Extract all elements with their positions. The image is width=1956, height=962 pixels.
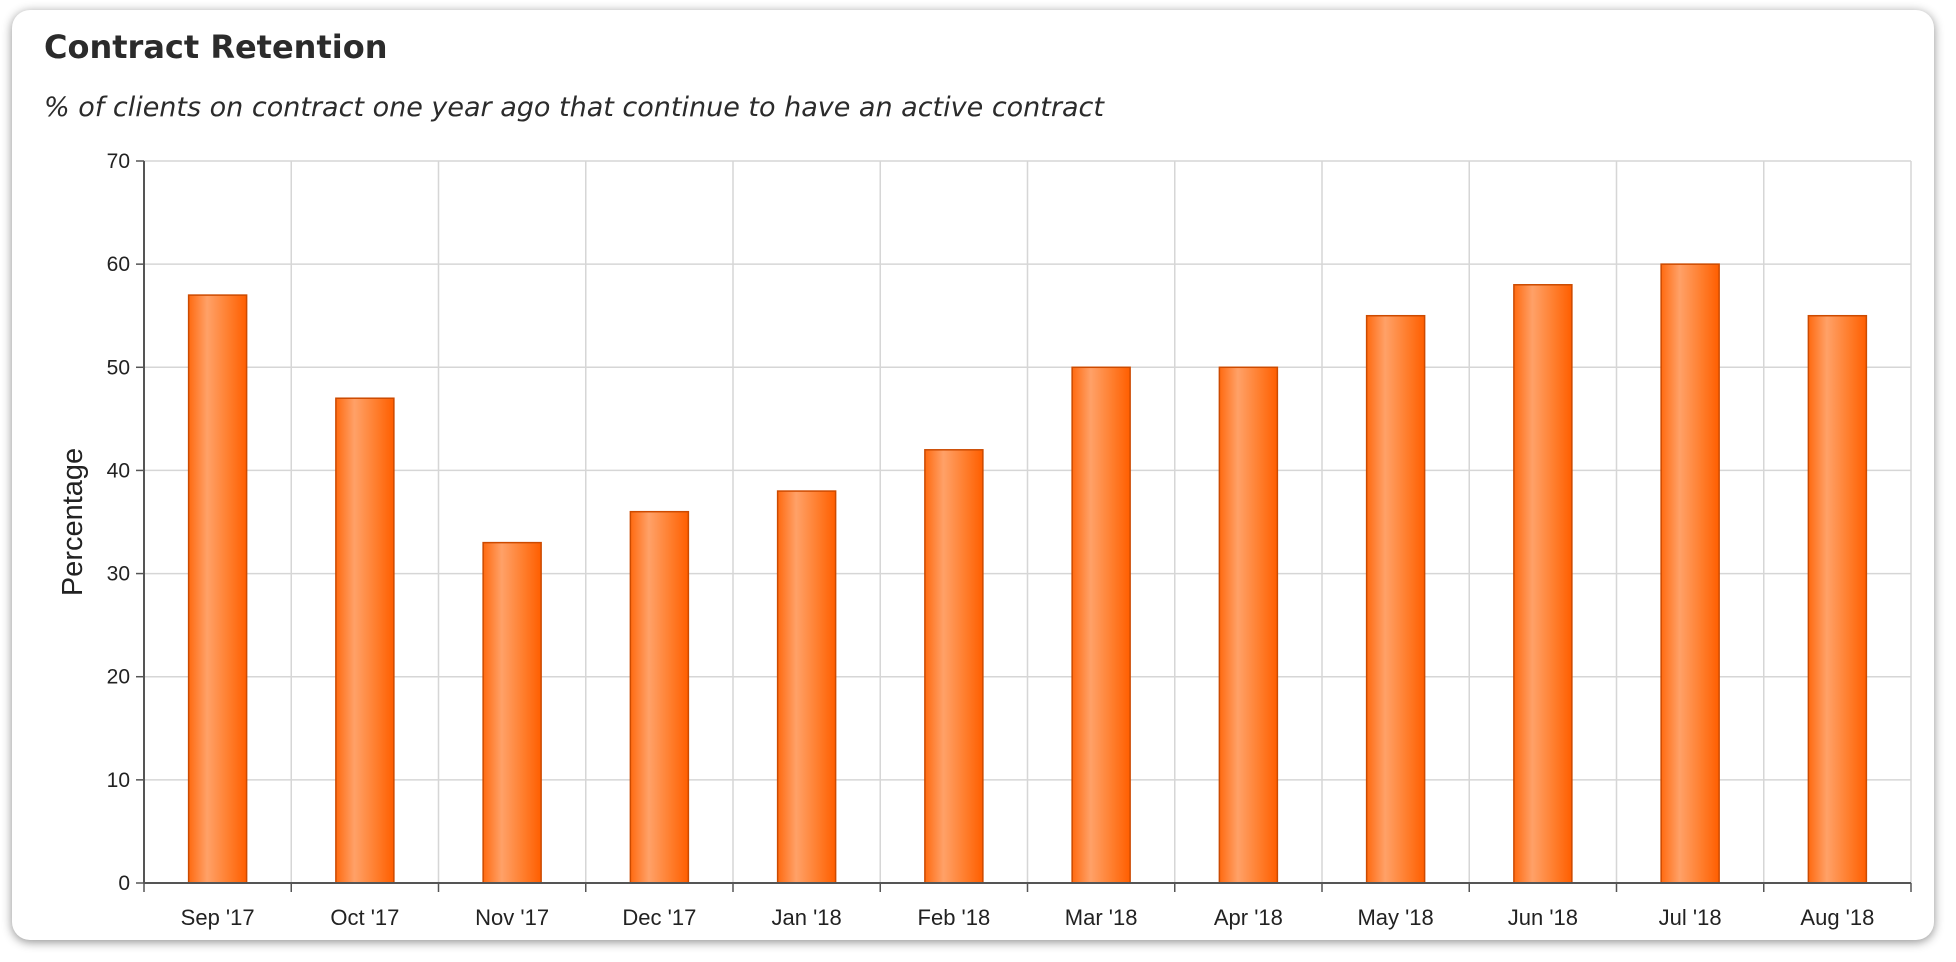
- bar-mar-18[interactable]: [1071, 366, 1131, 884]
- chart-card: Contract Retention % of clients on contr…: [12, 10, 1934, 940]
- x-tick-label: Apr '18: [1214, 905, 1283, 930]
- card-title: Contract Retention: [44, 28, 388, 66]
- axis-labels: 0 10 20 30 40 50 60 70 Sep '17 Oct '17 Nov '17 Dec …: [57, 150, 1874, 930]
- bar-jan-18[interactable]: [776, 490, 837, 884]
- bar-sep-17[interactable]: [187, 294, 248, 884]
- y-axis-title: Percentage: [57, 448, 89, 596]
- bar-jul-18[interactable]: [1660, 263, 1720, 884]
- x-tick-label: Oct '17: [330, 905, 399, 930]
- x-tick-label: Jun '18: [1508, 905, 1578, 930]
- y-tick-label: 30: [107, 563, 130, 586]
- bar-nov-17[interactable]: [482, 541, 542, 884]
- x-tick-label: Feb '18: [918, 905, 991, 930]
- bar-apr-18[interactable]: [1218, 366, 1279, 884]
- bar-series: [187, 263, 1868, 884]
- y-tick-label: 10: [107, 769, 130, 792]
- bar-feb-18[interactable]: [924, 449, 984, 884]
- x-tick-label: Aug '18: [1800, 905, 1874, 930]
- x-tick-label: Nov '17: [475, 905, 549, 930]
- x-tick-label: Mar '18: [1065, 905, 1138, 930]
- y-tick-label: 0: [118, 872, 130, 895]
- bar-may-18[interactable]: [1365, 314, 1426, 884]
- bar-aug-18[interactable]: [1807, 314, 1868, 884]
- y-tick-label: 20: [107, 666, 130, 689]
- bar-chart: 0 10 20 30 40 50 60 70 Sep '17 Oct '17 Nov '17 Dec …: [57, 150, 1912, 930]
- grid-lines: [144, 160, 1912, 884]
- card-subtitle: % of clients on contract one year ago th…: [44, 92, 1104, 123]
- x-tick-label: Jul '18: [1659, 905, 1722, 930]
- y-tick-label: 70: [107, 150, 130, 173]
- bar-dec-17[interactable]: [629, 510, 690, 884]
- x-tick-label: Sep '17: [181, 905, 255, 930]
- x-tick-label: Dec '17: [622, 905, 696, 930]
- bar-oct-17[interactable]: [335, 397, 395, 884]
- axes: [136, 160, 1912, 892]
- bar-jun-18[interactable]: [1513, 284, 1573, 884]
- y-tick-label: 40: [107, 459, 130, 482]
- y-tick-label: 50: [107, 356, 130, 379]
- x-tick-label: May '18: [1357, 905, 1433, 930]
- x-tick-label: Jan '18: [771, 905, 841, 930]
- y-tick-label: 60: [107, 253, 130, 276]
